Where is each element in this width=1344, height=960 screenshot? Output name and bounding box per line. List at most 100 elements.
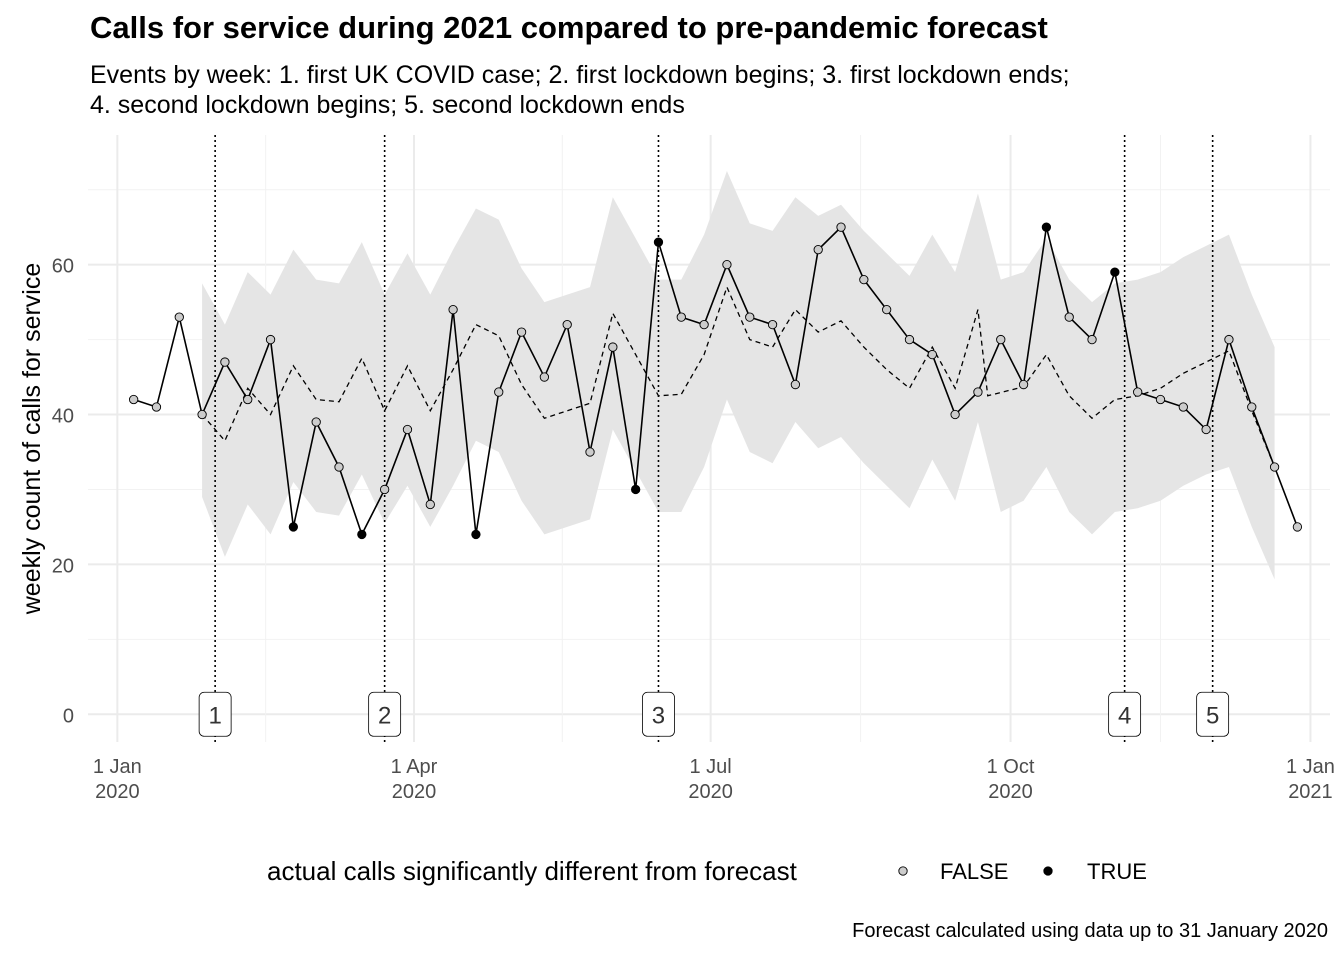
legend-keys xyxy=(898,866,1053,876)
event-label-box xyxy=(1196,691,1230,737)
data-point xyxy=(699,319,709,330)
data-point xyxy=(220,357,230,367)
data-point-significant xyxy=(357,529,367,540)
data-point xyxy=(1224,334,1234,345)
x-tick-label: 1 Jan xyxy=(1286,756,1335,778)
data-point xyxy=(516,327,527,337)
data-point xyxy=(1201,424,1211,435)
x-tick-label: 1 Apr xyxy=(391,756,438,778)
y-tick-label: 40 xyxy=(52,406,74,428)
data-point xyxy=(1133,387,1143,397)
event-label-box xyxy=(368,691,402,737)
data-point xyxy=(996,334,1006,345)
y-tick-label: 0 xyxy=(63,705,74,727)
event-label-text: 5 xyxy=(1206,702,1219,729)
data-point-significant xyxy=(1041,222,1052,232)
y-tick-label: 20 xyxy=(52,555,74,577)
data-point xyxy=(539,372,550,382)
data-point xyxy=(973,387,983,397)
event-label-box xyxy=(198,691,232,737)
chart-title: Calls for service during 2021 compared t… xyxy=(90,10,1048,45)
data-point xyxy=(448,304,458,315)
x-tick-label-year: 2020 xyxy=(688,781,733,803)
event-lines-layer xyxy=(214,135,1214,742)
event-label-text: 4 xyxy=(1118,702,1131,729)
actual-line-layer xyxy=(133,225,1299,537)
data-point xyxy=(1064,312,1074,322)
data-point xyxy=(425,499,435,510)
event-labels-layer: 1 2 3 4 5 xyxy=(198,691,1230,737)
data-point xyxy=(1292,522,1303,532)
forecast-line-layer xyxy=(201,285,1276,468)
data-point xyxy=(151,402,162,412)
forecast-line xyxy=(201,285,1276,468)
x-tick-label-year: 2020 xyxy=(988,781,1033,803)
event-label-4: 4 xyxy=(1108,691,1142,737)
data-point xyxy=(1247,402,1257,412)
x-tick-label: 1 Oct xyxy=(987,756,1035,778)
data-point xyxy=(243,394,253,405)
legend-key-false xyxy=(898,866,908,876)
data-point-significant xyxy=(653,237,664,247)
y-axis-title: weekly count of calls for service xyxy=(18,263,46,616)
data-point xyxy=(379,484,390,495)
data-point xyxy=(1087,334,1097,345)
x-tick-label-year: 2020 xyxy=(95,781,140,803)
data-point xyxy=(494,387,504,397)
data-point xyxy=(402,424,413,435)
data-point xyxy=(585,447,595,457)
event-label-text: 1 xyxy=(208,702,221,729)
axis-layer: 0 20 40 60 1 Jan 2020 1 Apr 2020 1 Jul 2020 1 Oct 2… xyxy=(18,256,1335,803)
data-point xyxy=(767,319,778,330)
data-point xyxy=(745,312,755,322)
actual-points-layer xyxy=(128,222,1303,540)
data-point xyxy=(128,394,139,405)
forecast-interval-layer xyxy=(202,170,1275,580)
chart-subtitle: Events by week: 1. first UK COVID case; … xyxy=(90,61,1070,119)
data-point xyxy=(790,379,801,390)
data-point xyxy=(950,409,960,420)
data-point xyxy=(882,304,892,315)
legend-key-true xyxy=(1043,866,1053,876)
data-point xyxy=(197,409,207,420)
y-tick-label: 60 xyxy=(52,256,74,278)
actual-calls-line xyxy=(133,225,1299,537)
data-point xyxy=(608,342,618,352)
data-point xyxy=(836,222,846,232)
data-point xyxy=(927,349,937,360)
data-point xyxy=(813,245,823,255)
data-point-significant xyxy=(631,484,641,495)
legend-label-true: TRUE xyxy=(1087,859,1147,884)
data-point-significant xyxy=(288,522,299,532)
data-point xyxy=(676,312,686,322)
x-tick-label-year: 2020 xyxy=(392,781,437,803)
data-point xyxy=(722,259,732,270)
event-label-2: 2 xyxy=(368,691,402,737)
x-tick-label: 1 Jul xyxy=(690,756,732,778)
data-point xyxy=(265,334,276,345)
event-label-box xyxy=(642,691,675,737)
data-point xyxy=(1269,462,1280,472)
forecast-interval-ribbon xyxy=(202,170,1275,580)
data-point xyxy=(311,417,321,427)
event-label-text: 2 xyxy=(378,702,391,729)
data-point xyxy=(1018,379,1029,390)
data-point-significant xyxy=(1110,267,1120,277)
x-tick-label-year: 2021 xyxy=(1288,781,1333,803)
data-point xyxy=(1155,394,1166,405)
data-point xyxy=(334,462,344,472)
chart-caption: Forecast calculated using data up to 31 … xyxy=(852,920,1328,942)
event-label-text: 3 xyxy=(652,702,665,729)
data-point xyxy=(904,334,915,345)
data-point xyxy=(1178,402,1188,412)
event-label-box xyxy=(1108,691,1142,737)
x-tick-label: 1 Jan xyxy=(93,756,142,778)
legend-title: actual calls significantly different fro… xyxy=(267,856,797,886)
data-point-significant xyxy=(471,529,481,540)
data-point xyxy=(562,319,572,330)
event-label-1: 1 xyxy=(198,691,232,737)
data-point xyxy=(859,274,869,285)
event-label-5: 5 xyxy=(1196,691,1230,737)
legend-label-false: FALSE xyxy=(940,859,1009,884)
